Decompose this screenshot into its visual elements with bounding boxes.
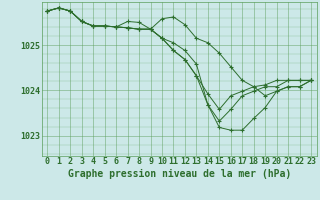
X-axis label: Graphe pression niveau de la mer (hPa): Graphe pression niveau de la mer (hPa) bbox=[68, 169, 291, 179]
